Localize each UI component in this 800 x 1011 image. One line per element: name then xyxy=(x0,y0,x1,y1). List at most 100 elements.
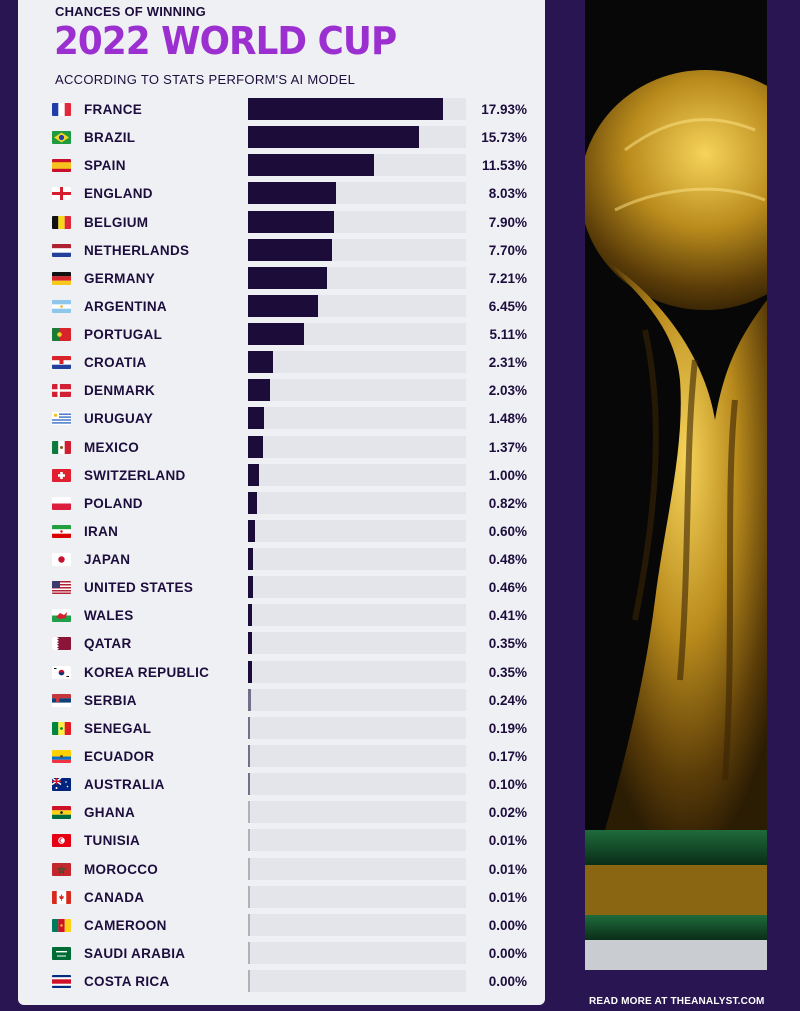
value-label: 0.00% xyxy=(488,974,527,990)
bar xyxy=(248,98,444,120)
country-label: SPAIN xyxy=(84,158,126,174)
bar-row: MEXICO 1.37% xyxy=(18,434,545,462)
denmark-flag-icon xyxy=(52,384,71,398)
bar-row: GHANA 0.02% xyxy=(18,799,545,827)
uruguay-flag-icon xyxy=(52,412,71,426)
bar xyxy=(248,660,252,683)
country-label: ENGLAND xyxy=(84,186,153,202)
bar-row: SPAIN 11.53% xyxy=(18,152,545,180)
country-label: SWITZERLAND xyxy=(84,467,186,483)
value-label: 0.19% xyxy=(488,720,527,736)
bar xyxy=(248,829,250,852)
bar xyxy=(248,801,250,824)
country-label: CANADA xyxy=(84,889,145,905)
bar-track xyxy=(248,913,466,936)
bar xyxy=(248,885,250,908)
spain-flag-icon xyxy=(52,159,71,173)
germany-flag-icon xyxy=(52,271,71,285)
japan-flag-icon xyxy=(52,553,71,567)
bar xyxy=(248,688,251,711)
value-label: 0.00% xyxy=(488,945,527,961)
bar-track xyxy=(248,351,466,374)
bar-row: UNITED STATES 0.46% xyxy=(18,574,545,602)
bar-row: IRAN 0.60% xyxy=(18,518,545,546)
mexico-flag-icon xyxy=(52,440,71,454)
bar-track xyxy=(248,857,466,880)
read-more-link[interactable]: READ MORE AT THEANALYST.COM xyxy=(589,996,765,1007)
value-label: 0.82% xyxy=(488,495,527,511)
poland-flag-icon xyxy=(52,496,71,510)
croatia-flag-icon xyxy=(52,356,71,370)
value-label: 6.45% xyxy=(488,298,527,314)
country-label: AUSTRALIA xyxy=(84,777,165,793)
value-label: 0.48% xyxy=(488,552,527,568)
value-label: 2.31% xyxy=(488,355,527,371)
bar xyxy=(248,576,253,599)
costa-rica-flag-icon xyxy=(52,975,71,989)
bar xyxy=(248,266,327,289)
country-label: DENMARK xyxy=(84,383,156,399)
saudi-arabia-flag-icon xyxy=(52,946,71,960)
chart-title: 2022 WORLD CUP xyxy=(54,19,397,63)
bar-row: SENEGAL 0.19% xyxy=(18,715,545,743)
bar-row: DENMARK 2.03% xyxy=(18,377,545,405)
country-label: SAUDI ARABIA xyxy=(84,945,186,961)
bar-track xyxy=(248,548,466,571)
bar-row: CROATIA 2.31% xyxy=(18,349,545,377)
bar-row: SWITZERLAND 1.00% xyxy=(18,462,545,490)
bar-row: ARGENTINA 6.45% xyxy=(18,293,545,321)
belgium-flag-icon xyxy=(52,215,71,229)
france-flag-icon xyxy=(52,103,71,116)
value-label: 0.02% xyxy=(488,805,527,821)
country-label: URUGUAY xyxy=(84,411,154,427)
value-label: 0.35% xyxy=(488,636,527,652)
bar-row: COSTA RICA 0.00% xyxy=(18,968,545,996)
bar xyxy=(248,407,265,430)
bar-track xyxy=(248,744,466,767)
senegal-flag-icon xyxy=(52,721,71,735)
country-label: GHANA xyxy=(84,805,135,821)
value-label: 0.01% xyxy=(488,889,527,905)
country-label: SERBIA xyxy=(84,692,137,708)
bar-row: CANADA 0.01% xyxy=(18,884,545,912)
value-label: 17.93% xyxy=(481,102,527,117)
bar-track xyxy=(248,632,466,655)
value-label: 0.17% xyxy=(488,748,527,764)
bar-row: POLAND 0.82% xyxy=(18,490,545,518)
netherlands-flag-icon xyxy=(52,243,71,257)
country-label: PORTUGAL xyxy=(84,327,163,343)
bar-track xyxy=(248,688,466,711)
bar-track xyxy=(248,773,466,796)
country-label: SENEGAL xyxy=(84,720,152,736)
value-label: 0.01% xyxy=(488,833,527,849)
korea-republic-flag-icon xyxy=(52,665,71,679)
value-label: 7.90% xyxy=(488,214,527,230)
bar xyxy=(248,491,257,514)
bar xyxy=(248,182,336,205)
bar xyxy=(248,604,253,627)
bar xyxy=(248,519,255,542)
country-label: IRAN xyxy=(84,523,119,539)
value-label: 0.41% xyxy=(488,608,527,624)
country-label: JAPAN xyxy=(84,552,131,568)
wales-flag-icon xyxy=(52,609,71,623)
value-label: 8.03% xyxy=(488,186,527,202)
tunisia-flag-icon xyxy=(52,834,71,848)
bar xyxy=(248,716,251,739)
chart-subtitle: ACCORDING TO STATS PERFORM'S AI MODEL xyxy=(55,72,356,87)
bar xyxy=(248,773,250,796)
bar-row: SAUDI ARABIA 0.00% xyxy=(18,940,545,968)
australia-flag-icon xyxy=(52,778,71,792)
bar-row: BELGIUM 7.90% xyxy=(18,209,545,237)
bar-track xyxy=(248,829,466,852)
value-label: 1.00% xyxy=(488,467,527,483)
bar-track xyxy=(248,941,466,964)
bar xyxy=(248,126,420,149)
bar-row: GERMANY 7.21% xyxy=(18,265,545,293)
bar-track xyxy=(248,716,466,739)
united-states-flag-icon xyxy=(52,581,71,595)
england-flag-icon xyxy=(52,187,71,201)
cameroon-flag-icon xyxy=(52,918,71,932)
country-label: CROATIA xyxy=(84,355,147,371)
chart-kicker: CHANCES OF WINNING xyxy=(55,4,206,19)
